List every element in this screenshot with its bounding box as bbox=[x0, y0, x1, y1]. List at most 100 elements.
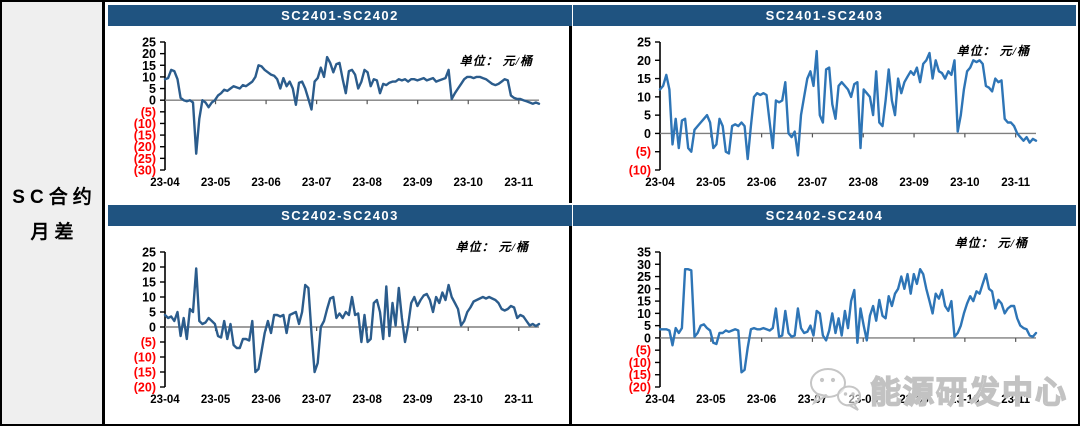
svg-text:20: 20 bbox=[142, 261, 156, 275]
unit-label: 单位： 元/桶 bbox=[954, 236, 1028, 250]
svg-text:20: 20 bbox=[637, 282, 651, 296]
header-row-1: SC2401-SC2402 SC2401-SC2403 bbox=[108, 5, 1076, 26]
svg-text:(5): (5) bbox=[636, 145, 651, 159]
svg-text:23-05: 23-05 bbox=[201, 177, 231, 189]
svg-text:(10): (10) bbox=[629, 164, 651, 178]
svg-text:20: 20 bbox=[142, 47, 156, 61]
svg-text:23-09: 23-09 bbox=[403, 394, 432, 406]
svg-text:23-10: 23-10 bbox=[950, 394, 979, 406]
svg-text:(5): (5) bbox=[141, 336, 156, 350]
svg-text:10: 10 bbox=[142, 70, 156, 84]
svg-text:23-11: 23-11 bbox=[1001, 177, 1030, 189]
svg-text:23-06: 23-06 bbox=[251, 177, 280, 189]
svg-text:25: 25 bbox=[637, 36, 651, 50]
chart-title-sc2402-sc2404: SC2402-SC2404 bbox=[573, 205, 1076, 226]
svg-text:25: 25 bbox=[142, 36, 156, 50]
svg-text:(20): (20) bbox=[134, 381, 156, 395]
unit-label: 单位： 元/桶 bbox=[455, 240, 529, 254]
svg-text:(20): (20) bbox=[134, 140, 156, 154]
svg-text:10: 10 bbox=[637, 90, 651, 104]
svg-text:23-09: 23-09 bbox=[403, 177, 432, 189]
svg-text:0: 0 bbox=[644, 331, 651, 345]
unit-label: 单位： 元/桶 bbox=[459, 54, 533, 68]
svg-text:23-04: 23-04 bbox=[150, 394, 180, 406]
chart-canvas-sc2401-sc2403: 25 20 15 10 5 0 (5) (10)23-04 23-05 23-06 23-07 23-… bbox=[629, 36, 1038, 189]
column-divider bbox=[569, 226, 572, 424]
svg-text:23-10: 23-10 bbox=[950, 177, 979, 189]
svg-text:23-10: 23-10 bbox=[454, 394, 483, 406]
svg-text:23-08: 23-08 bbox=[352, 394, 382, 406]
svg-text:(15): (15) bbox=[134, 129, 156, 143]
svg-text:23-10: 23-10 bbox=[454, 177, 483, 189]
svg-text:20: 20 bbox=[637, 54, 651, 68]
svg-text:23-07: 23-07 bbox=[302, 177, 331, 189]
svg-text:23-07: 23-07 bbox=[798, 177, 827, 189]
svg-text:5: 5 bbox=[149, 306, 156, 320]
svg-text:30: 30 bbox=[637, 258, 651, 272]
svg-text:23-11: 23-11 bbox=[1001, 394, 1030, 406]
row-label-cell: SC合约 月差 bbox=[2, 2, 105, 424]
svg-text:0: 0 bbox=[644, 127, 651, 141]
svg-text:23-06: 23-06 bbox=[747, 177, 776, 189]
svg-text:(15): (15) bbox=[629, 368, 651, 382]
chart-panel-sc2401-sc2403: 25 20 15 10 5 0 (5) (10) 23-04 23-05 23-06 23-07 23-… bbox=[572, 26, 1078, 203]
svg-text:(10): (10) bbox=[134, 117, 156, 131]
svg-text:5: 5 bbox=[149, 82, 156, 96]
svg-text:23-07: 23-07 bbox=[302, 394, 331, 406]
svg-text:23-11: 23-11 bbox=[504, 394, 533, 406]
svg-text:15: 15 bbox=[142, 276, 156, 290]
svg-text:23-09: 23-09 bbox=[899, 394, 928, 406]
svg-text:23-04: 23-04 bbox=[150, 177, 180, 189]
svg-text:15: 15 bbox=[637, 72, 651, 86]
svg-text:(5): (5) bbox=[636, 344, 651, 358]
svg-text:23-04: 23-04 bbox=[645, 394, 675, 406]
svg-text:23-06: 23-06 bbox=[747, 394, 776, 406]
row-label-line1: SC合约 bbox=[12, 187, 97, 208]
chart-title-sc2401-sc2403: SC2401-SC2403 bbox=[573, 5, 1076, 26]
svg-text:(25): (25) bbox=[134, 152, 156, 166]
svg-text:23-11: 23-11 bbox=[504, 177, 533, 189]
svg-text:(10): (10) bbox=[629, 356, 651, 370]
svg-text:23-05: 23-05 bbox=[201, 394, 231, 406]
svg-text:23-06: 23-06 bbox=[251, 394, 280, 406]
chart-panel-sc2401-sc2402: 25 20 15 10 5 0 (5) (10) (15) (20) (25) (30) 23-04 23… bbox=[105, 26, 569, 203]
svg-text:23-07: 23-07 bbox=[798, 394, 827, 406]
row-label-line2: 月差 bbox=[30, 222, 79, 243]
svg-text:(15): (15) bbox=[134, 366, 156, 380]
column-divider bbox=[569, 26, 572, 203]
svg-text:15: 15 bbox=[142, 59, 156, 73]
chart-panel-sc2402-sc2403: 25 20 15 10 5 0 (5) (10) (15) (20) 23-04 23-05 23-06… bbox=[105, 226, 569, 424]
svg-text:23-05: 23-05 bbox=[696, 177, 726, 189]
charts-area: SC2401-SC2402 SC2401-SC2403 25 20 15 10 5 0 (5… bbox=[105, 2, 1078, 424]
chart-row-1: 25 20 15 10 5 0 (5) (10) (15) (20) (25) (30) 23-04 23… bbox=[105, 26, 1078, 203]
svg-text:23-04: 23-04 bbox=[645, 177, 675, 189]
svg-text:25: 25 bbox=[142, 246, 156, 260]
svg-text:(20): (20) bbox=[629, 381, 651, 395]
chart-title-sc2402-sc2403: SC2402-SC2403 bbox=[108, 205, 572, 226]
svg-text:(5): (5) bbox=[141, 105, 156, 119]
svg-text:15: 15 bbox=[637, 295, 651, 309]
svg-text:10: 10 bbox=[142, 291, 156, 305]
svg-text:23-08: 23-08 bbox=[352, 177, 382, 189]
svg-text:5: 5 bbox=[644, 319, 651, 333]
header-row-2: SC2402-SC2403 SC2402-SC2404 bbox=[108, 205, 1076, 226]
svg-text:5: 5 bbox=[644, 109, 651, 123]
svg-text:(30): (30) bbox=[134, 164, 156, 178]
svg-text:23-09: 23-09 bbox=[899, 177, 928, 189]
svg-text:0: 0 bbox=[149, 94, 156, 108]
svg-text:10: 10 bbox=[637, 307, 651, 321]
chart-row-2: 25 20 15 10 5 0 (5) (10) (15) (20) 23-04 23-05 23-06… bbox=[105, 226, 1078, 424]
svg-text:25: 25 bbox=[637, 270, 651, 284]
svg-text:23-08: 23-08 bbox=[849, 394, 879, 406]
svg-text:35: 35 bbox=[637, 246, 651, 260]
unit-label: 单位： 元/桶 bbox=[956, 44, 1030, 58]
svg-text:23-08: 23-08 bbox=[849, 177, 879, 189]
chart-panel-sc2402-sc2404: 35 30 25 20 15 10 5 0 (5) (10) (15) (20) 23-04 23-05 2… bbox=[572, 226, 1078, 424]
svg-text:(10): (10) bbox=[134, 351, 156, 365]
svg-text:23-05: 23-05 bbox=[696, 394, 726, 406]
chart-title-sc2401-sc2402: SC2401-SC2402 bbox=[108, 5, 572, 26]
svg-text:0: 0 bbox=[149, 321, 156, 335]
